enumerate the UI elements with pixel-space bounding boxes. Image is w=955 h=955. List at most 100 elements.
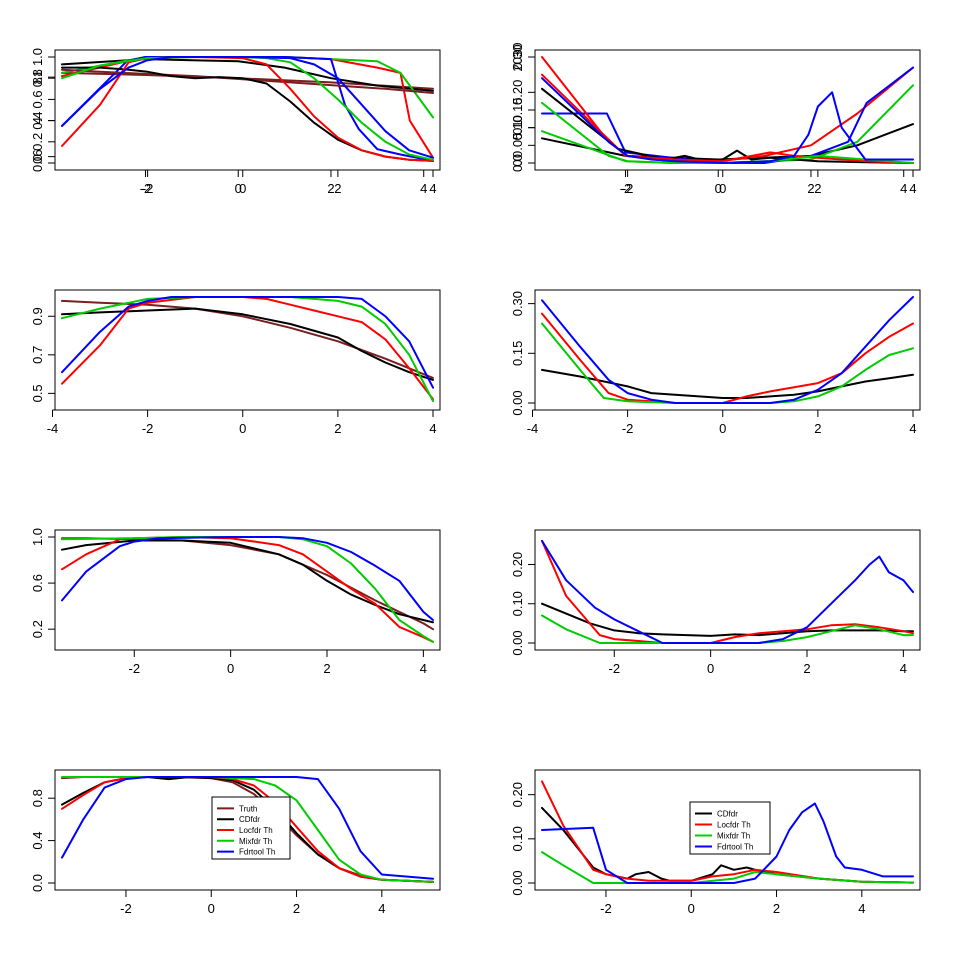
x-tick-label: 4 bbox=[909, 421, 916, 436]
y-tick-label: 0.9 bbox=[30, 307, 45, 325]
y-tick-label: 0.5 bbox=[30, 384, 45, 402]
legend-label: Mixfdr Th bbox=[239, 837, 272, 846]
x-tick-label: 4 bbox=[909, 181, 916, 196]
x-tick-label: -2 bbox=[128, 661, 140, 676]
y-tick-label: 0.00 bbox=[510, 390, 525, 415]
x-tick-label: -4 bbox=[47, 421, 59, 436]
series-line-fdrtool-th bbox=[541, 539, 914, 644]
plot-frame bbox=[54, 289, 441, 411]
legend: CDfdr Locfdr Th Mixfdr Th Fdrtool Th bbox=[689, 801, 771, 855]
legend-box bbox=[211, 796, 291, 860]
x-tick-label: 2 bbox=[803, 661, 810, 676]
y-tick-label: 0.00 bbox=[510, 870, 525, 895]
y-tick-label: 1.0 bbox=[30, 528, 45, 546]
x-tick-label: 4 bbox=[429, 421, 436, 436]
x-tick-label: -4 bbox=[527, 421, 539, 436]
legend-label: Truth bbox=[239, 804, 257, 813]
legend-label: Fdrtool Th bbox=[239, 848, 275, 857]
legend-label: Mixfdr Th bbox=[717, 832, 750, 841]
panel-3: -4 -2 0 2 4 0.5 0.7 0.9 bbox=[30, 289, 441, 436]
y-tick-label: 0.00 bbox=[510, 630, 525, 655]
series-line-mixfdr-th bbox=[541, 322, 914, 404]
series-line-locfdr-th bbox=[61, 776, 434, 883]
x-tick-label: 4 bbox=[858, 901, 865, 916]
series-line-mixfdr-th bbox=[61, 56, 434, 119]
legend-label: Locfdr Th bbox=[717, 821, 751, 830]
panel-5: -2 0 2 4 0.2 0.6 1.0 bbox=[30, 528, 441, 676]
series-line-cdfdr bbox=[61, 539, 434, 624]
y-tick-label: 81 bbox=[30, 70, 45, 84]
y-tick-label: 06 bbox=[30, 149, 45, 163]
y-tick-label: 0.0 bbox=[30, 154, 45, 172]
x-tick-label: 0 bbox=[208, 901, 215, 916]
series-line-fdrtool-th bbox=[61, 56, 434, 159]
y-tick-label: 0.2 bbox=[30, 133, 45, 151]
x-tick-label: -2 bbox=[620, 181, 632, 196]
legend-label: CDfdr bbox=[717, 810, 738, 819]
x-tick-label: 4 bbox=[429, 181, 436, 196]
x-tick-label: 0 bbox=[688, 901, 695, 916]
x-tick-label: -2 bbox=[600, 901, 612, 916]
x-tick-label: -2 bbox=[120, 901, 132, 916]
x-tick-label: -2 bbox=[622, 181, 634, 196]
x-tick-label: -2 bbox=[142, 181, 154, 196]
y-tick-label: 2030 bbox=[510, 43, 525, 72]
y-tick-label: 0.0 bbox=[510, 154, 525, 172]
y-tick-label: 0.8 bbox=[30, 789, 45, 807]
y-tick-label: 01 bbox=[510, 120, 525, 134]
y-tick-label: 0.10 bbox=[510, 591, 525, 616]
series-line-fdrtool-th bbox=[541, 77, 914, 164]
series-line-fdrtool-th bbox=[541, 66, 914, 164]
y-tick-label: 0.15 bbox=[510, 97, 525, 122]
x-tick-label: 2 bbox=[334, 181, 341, 196]
series-line-cdfdr bbox=[61, 307, 434, 381]
y-tick-label: 0.8 bbox=[30, 69, 45, 87]
x-tick-label: 2 bbox=[814, 421, 821, 436]
x-tick-label: 0 bbox=[235, 181, 242, 196]
panel-6: -2 0 2 4 0.00 0.10 0.20 bbox=[510, 529, 921, 676]
x-tick-label: 0 bbox=[707, 661, 714, 676]
series-line-locfdr-th bbox=[541, 312, 914, 404]
y-tick-label: 0.30 bbox=[510, 291, 525, 316]
series-line-mixfdr-th bbox=[61, 56, 434, 161]
x-tick-label: -2 bbox=[622, 421, 634, 436]
x-tick-label: -2 bbox=[142, 421, 154, 436]
y-tick-label: 0.2 bbox=[30, 620, 45, 638]
x-tick-label: 2 bbox=[773, 901, 780, 916]
legend-label: Fdrtool Th bbox=[717, 843, 753, 852]
x-tick-label: 0 bbox=[719, 421, 726, 436]
x-tick-label: 4 bbox=[900, 181, 907, 196]
y-tick-label: 0.10 bbox=[510, 826, 525, 851]
x-tick-label: 4 bbox=[420, 181, 427, 196]
y-tick-label: 0.15 bbox=[510, 341, 525, 366]
series-line-cdfdr bbox=[541, 602, 914, 637]
y-tick-label: 0 bbox=[510, 159, 525, 166]
series-line-fdrtool-th bbox=[541, 296, 914, 404]
x-tick-label: 0 bbox=[715, 181, 722, 196]
x-tick-label: 0 bbox=[719, 181, 726, 196]
x-tick-label: 4 bbox=[378, 901, 385, 916]
y-tick-label: 0.20 bbox=[510, 552, 525, 577]
y-tick-label: 0.05 bbox=[510, 133, 525, 158]
x-tick-label: 4 bbox=[420, 661, 427, 676]
legend-box bbox=[689, 801, 771, 855]
y-tick-label: 0.4 bbox=[30, 112, 45, 130]
series-line-locfdr-th bbox=[61, 56, 434, 162]
series-line-mixfdr-th bbox=[61, 536, 434, 643]
panel-7: -2 0 2 4 0.0 0.4 0.8 bbox=[30, 769, 441, 916]
series-line-truth bbox=[61, 68, 434, 94]
y-tick-label: 4 bbox=[30, 117, 45, 124]
x-tick-label: 2 bbox=[334, 421, 341, 436]
x-tick-label: 2 bbox=[293, 901, 300, 916]
x-tick-label: 0 bbox=[227, 661, 234, 676]
y-tick-label: 0.20 bbox=[510, 80, 525, 105]
plot-frame bbox=[534, 529, 921, 651]
series-line-fdrtool-th bbox=[61, 296, 434, 389]
x-tick-label: 2 bbox=[807, 181, 814, 196]
y-tick-label: 0.6 bbox=[30, 90, 45, 108]
legend-label: Locfdr Th bbox=[239, 826, 273, 835]
x-tick-label: 0 bbox=[239, 421, 246, 436]
